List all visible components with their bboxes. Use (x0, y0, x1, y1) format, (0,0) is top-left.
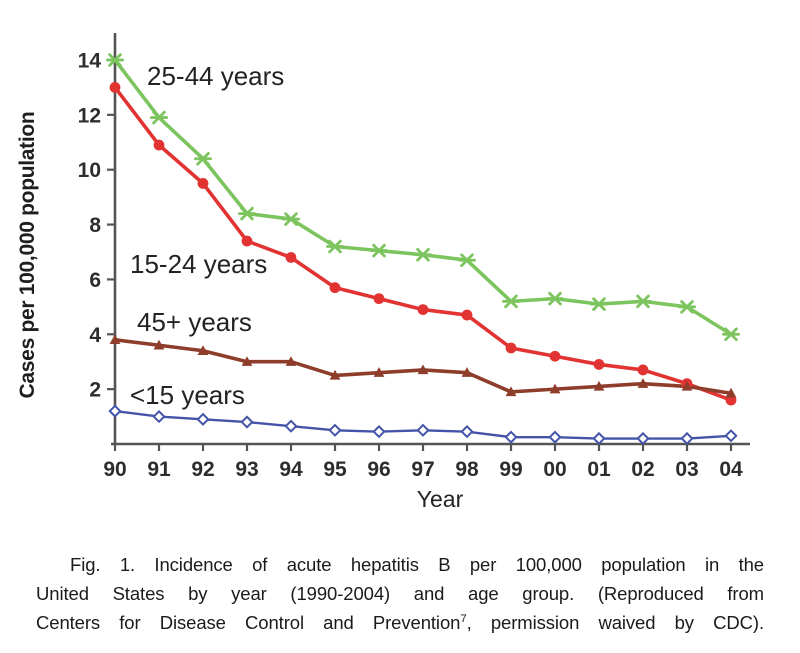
caption-line-1: Fig. 1. Incidence of acute hepatitis B p… (70, 554, 764, 575)
marker-25-44-years (284, 212, 298, 226)
series-label-15-years: <15 years (130, 380, 245, 410)
marker-45-years (637, 378, 649, 388)
marker-25-44-years (504, 294, 518, 309)
x-tick-label: 95 (323, 458, 347, 481)
marker-15-years (724, 429, 738, 443)
marker-15-years (504, 430, 518, 444)
marker-25-44-years (548, 291, 562, 306)
marker-25-44-years (680, 300, 694, 314)
caption-line-3: Centers for Disease Control and Preventi… (36, 608, 764, 637)
x-tick-label: 02 (631, 458, 654, 481)
caption-line-3-text: Centers for Disease Control and Preventi… (36, 612, 461, 633)
y-axis-title: Cases per 100,000 population (16, 112, 39, 399)
x-tick-label: 92 (191, 458, 214, 481)
marker-15-years (152, 409, 166, 424)
series-label-45-years: 45+ years (137, 307, 252, 337)
marker-15-years (592, 431, 606, 446)
y-tick-label: 14 (78, 49, 102, 72)
marker-15-24-years (637, 364, 649, 376)
marker-15-years (680, 431, 694, 446)
marker-25-44-years (108, 53, 122, 67)
marker-45-years (461, 367, 473, 377)
marker-45-years (505, 386, 517, 397)
x-tick-label: 97 (411, 458, 434, 481)
marker-15-24-years (241, 235, 253, 247)
marker-25-44-years (372, 243, 386, 258)
line-chart: 2 4 6 8 10 12 14 90 91 92 93 94 95 96 97 98 99 00 01 02 03 04… (16, 33, 750, 512)
marker-25-44-years (724, 327, 738, 342)
marker-25-44-years (328, 239, 342, 254)
x-tick-label: 04 (719, 458, 743, 481)
x-tick-label: 03 (675, 458, 698, 481)
x-tick-label: 91 (147, 458, 171, 481)
marker-15-24-years (197, 178, 209, 189)
marker-15-24-years (109, 82, 121, 93)
marker-15-24-years (549, 350, 561, 362)
marker-15-years (460, 425, 474, 439)
marker-45-years (681, 380, 693, 391)
marker-15-years (636, 431, 650, 446)
x-tick-label: 96 (367, 458, 390, 481)
marker-15-years (284, 419, 298, 433)
marker-25-44-years (592, 297, 606, 311)
y-tick-label: 12 (78, 104, 101, 127)
marker-45-years (109, 334, 121, 344)
x-tick-label: 01 (587, 458, 611, 481)
y-tick-label: 2 (89, 379, 101, 402)
x-tick-label: 93 (235, 458, 258, 481)
caption-line-2: United States by year (1990-2004) and ag… (36, 583, 764, 604)
marker-15-24-years (461, 309, 473, 321)
y-tick-label: 6 (89, 269, 101, 292)
x-tick-label: 94 (279, 458, 303, 481)
marker-45-years (329, 369, 341, 380)
x-axis-title: Year (417, 486, 464, 512)
marker-15-24-years (505, 342, 517, 354)
caption-line-3-tail: , permission waived by CDC). (466, 612, 764, 633)
marker-15-years (372, 425, 386, 439)
series-label-15-24-years: 15-24 years (130, 249, 267, 279)
marker-15-years (240, 415, 254, 429)
marker-45-years (417, 364, 429, 375)
marker-25-44-years (460, 253, 474, 268)
marker-45-years (725, 387, 737, 398)
y-tick-label: 4 (89, 324, 101, 347)
marker-15-24-years (329, 282, 341, 294)
caption-footnote-ref: 7 (460, 612, 467, 625)
x-tick-label: 98 (455, 458, 479, 481)
x-tick-label: 99 (499, 458, 522, 481)
marker-15-years (548, 430, 562, 444)
marker-15-years (328, 423, 342, 437)
marker-15-years (108, 404, 122, 418)
marker-15-years (416, 423, 430, 437)
marker-25-44-years (196, 151, 210, 166)
marker-25-44-years (240, 206, 254, 221)
marker-45-years (373, 367, 385, 377)
marker-45-years (153, 339, 165, 350)
y-tick-label: 8 (89, 214, 101, 237)
figure-caption: Fig. 1. Incidence of acute hepatitis B p… (36, 550, 764, 637)
marker-45-years (241, 356, 253, 366)
marker-15-24-years (153, 139, 165, 151)
marker-45-years (197, 345, 209, 355)
marker-15-24-years (373, 293, 385, 305)
marker-15-years (196, 412, 210, 426)
y-tick-label: 10 (78, 159, 101, 182)
marker-15-24-years (593, 359, 605, 370)
marker-25-44-years (416, 247, 430, 262)
series-line-25-44-years (113, 58, 733, 337)
marker-25-44-years (636, 294, 650, 309)
marker-15-24-years (285, 252, 297, 263)
x-tick-label: 90 (103, 458, 126, 481)
marker-45-years (549, 383, 561, 394)
marker-45-years (285, 356, 297, 366)
series-label-25-44-years: 25-44 years (147, 61, 284, 91)
x-tick-label: 00 (543, 458, 566, 481)
chart-area: 2 4 6 8 10 12 14 90 91 92 93 94 95 96 97 98 99 00 01 02 03 04… (16, 33, 750, 512)
marker-45-years (593, 380, 605, 391)
marker-25-44-years (152, 110, 166, 125)
marker-15-24-years (417, 304, 429, 315)
